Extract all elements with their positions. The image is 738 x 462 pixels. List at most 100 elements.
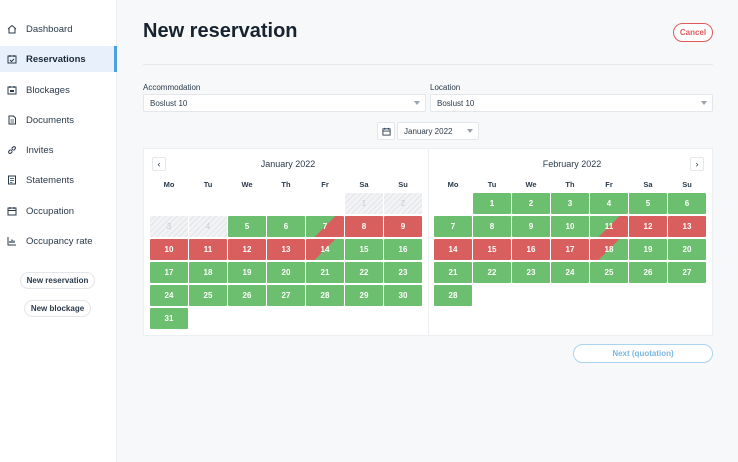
calendar-picker-button[interactable]	[377, 122, 395, 140]
weekday-label: Tu	[487, 180, 497, 189]
calendar-day[interactable]: 9	[512, 216, 550, 237]
sidebar-item-documents[interactable]: Documents	[0, 107, 117, 133]
calendar-icon	[7, 206, 17, 216]
calendar-day[interactable]: 16	[384, 239, 422, 260]
calendar-day[interactable]: 7	[434, 216, 472, 237]
prev-month-button[interactable]: ‹	[152, 157, 166, 171]
calendar-day[interactable]: 8	[345, 216, 383, 237]
month-select[interactable]: January 2022	[397, 122, 479, 140]
calendar-day[interactable]: 30	[384, 285, 422, 306]
month-select-value: January 2022	[404, 126, 453, 136]
calendar-day[interactable]: 23	[512, 262, 550, 283]
calendar-day[interactable]: 6	[668, 193, 706, 214]
new-blockage-button[interactable]: New blockage	[24, 300, 91, 317]
calendar-day[interactable]: 19	[228, 262, 266, 283]
sidebar-item-label: Reservations	[26, 53, 86, 65]
calendar-day[interactable]: 22	[345, 262, 383, 283]
chevron-down-icon	[701, 101, 707, 105]
calendar-day[interactable]: 16	[512, 239, 550, 260]
calendar-day[interactable]: 7	[306, 216, 344, 237]
calendar-day[interactable]: 11	[189, 239, 227, 260]
calendar-day[interactable]: 27	[267, 285, 305, 306]
calendar-day: 3	[150, 216, 188, 237]
calendar-day[interactable]: 27	[668, 262, 706, 283]
calendar-day[interactable]: 18	[590, 239, 628, 260]
chevron-right-icon: ›	[695, 159, 699, 169]
next-month-button[interactable]: ›	[690, 157, 704, 171]
calendar-day[interactable]: 2	[512, 193, 550, 214]
sidebar: Dashboard Reservations Blockages Documen…	[0, 0, 117, 462]
calendar-day[interactable]: 12	[629, 216, 667, 237]
calendar-day[interactable]: 3	[551, 193, 589, 214]
calendar-day[interactable]: 4	[590, 193, 628, 214]
sidebar-item-dashboard[interactable]: Dashboard	[0, 16, 117, 42]
calendar-panel: January 2022 ‹ Mo Tu We Th Fr Sa Su 1 2 3 4 5 6 7 8 9 10…	[143, 148, 713, 336]
calendar-day[interactable]: 9	[384, 216, 422, 237]
calendar-day[interactable]: 19	[629, 239, 667, 260]
weekday-label: Fr	[321, 180, 329, 189]
calendar-day[interactable]: 10	[551, 216, 589, 237]
calendar-day[interactable]: 11	[590, 216, 628, 237]
calendar-day[interactable]: 20	[668, 239, 706, 260]
calendar-day[interactable]: 13	[668, 216, 706, 237]
calendar-day[interactable]: 25	[590, 262, 628, 283]
calendar-day[interactable]: 29	[345, 285, 383, 306]
weekday-label: Sa	[359, 180, 369, 189]
calendar-day[interactable]: 24	[150, 285, 188, 306]
calendar-day[interactable]: 15	[473, 239, 511, 260]
calendar-day: 1	[345, 193, 383, 214]
calendar-day[interactable]: 1	[473, 193, 511, 214]
location-select[interactable]: Boslust 10	[430, 94, 713, 112]
calendar-day[interactable]: 6	[267, 216, 305, 237]
location-label: Location	[430, 83, 461, 92]
calendar-day[interactable]: 17	[150, 262, 188, 283]
calendar-day: 4	[189, 216, 227, 237]
calendar-day[interactable]: 26	[228, 285, 266, 306]
sidebar-item-blockages[interactable]: Blockages	[0, 77, 117, 103]
calendar-day[interactable]: 10	[150, 239, 188, 260]
sidebar-item-occupation[interactable]: Occupation	[0, 198, 117, 224]
month-title: January 2022	[260, 159, 316, 169]
calendar-day[interactable]: 20	[267, 262, 305, 283]
calendar-day: 2	[384, 193, 422, 214]
calendar-day[interactable]: 22	[473, 262, 511, 283]
calendar-day[interactable]: 14	[434, 239, 472, 260]
month-february: February 2022 › Mo Tu We Th Fr Sa Su 1 2 3 4 5 6 7 8 9 1…	[432, 149, 712, 335]
calendar-day[interactable]: 13	[267, 239, 305, 260]
calendar-day[interactable]: 21	[434, 262, 472, 283]
calendar-day[interactable]: 24	[551, 262, 589, 283]
calendar-day[interactable]: 28	[306, 285, 344, 306]
chevron-down-icon	[414, 101, 420, 105]
sidebar-item-invites[interactable]: Invites	[0, 137, 117, 163]
new-reservation-button[interactable]: New reservation	[20, 272, 95, 289]
calendar-day[interactable]: 31	[150, 308, 188, 329]
next-quotation-button[interactable]: Next (quotation)	[573, 344, 713, 363]
sidebar-item-label: Occupation	[26, 205, 75, 217]
calendar-check-icon	[7, 54, 17, 64]
calendar-day[interactable]: 26	[629, 262, 667, 283]
month-divider	[428, 149, 429, 335]
accommodation-select[interactable]: Boslust 10	[143, 94, 426, 112]
calendar-day[interactable]: 28	[434, 285, 472, 306]
sidebar-item-statements[interactable]: Statements	[0, 167, 117, 193]
sidebar-item-reservations[interactable]: Reservations	[0, 46, 117, 72]
sidebar-item-label: Documents	[26, 114, 75, 126]
weekday-label: We	[525, 180, 537, 189]
weekday-label: Th	[281, 180, 291, 189]
sidebar-item-occupancy-rate[interactable]: Occupancy rate	[0, 228, 117, 254]
calendar-day[interactable]: 23	[384, 262, 422, 283]
chevron-left-icon: ‹	[157, 159, 161, 169]
sidebar-item-label: Statements	[26, 174, 75, 186]
calendar-day[interactable]: 12	[228, 239, 266, 260]
weekday-label: Mo	[447, 180, 459, 189]
calendar-day[interactable]: 15	[345, 239, 383, 260]
calendar-day[interactable]: 21	[306, 262, 344, 283]
calendar-day[interactable]: 17	[551, 239, 589, 260]
calendar-day[interactable]: 14	[306, 239, 344, 260]
calendar-day[interactable]: 8	[473, 216, 511, 237]
calendar-day[interactable]: 5	[228, 216, 266, 237]
cancel-button[interactable]: Cancel	[673, 23, 713, 42]
calendar-day[interactable]: 18	[189, 262, 227, 283]
calendar-day[interactable]: 25	[189, 285, 227, 306]
calendar-day[interactable]: 5	[629, 193, 667, 214]
